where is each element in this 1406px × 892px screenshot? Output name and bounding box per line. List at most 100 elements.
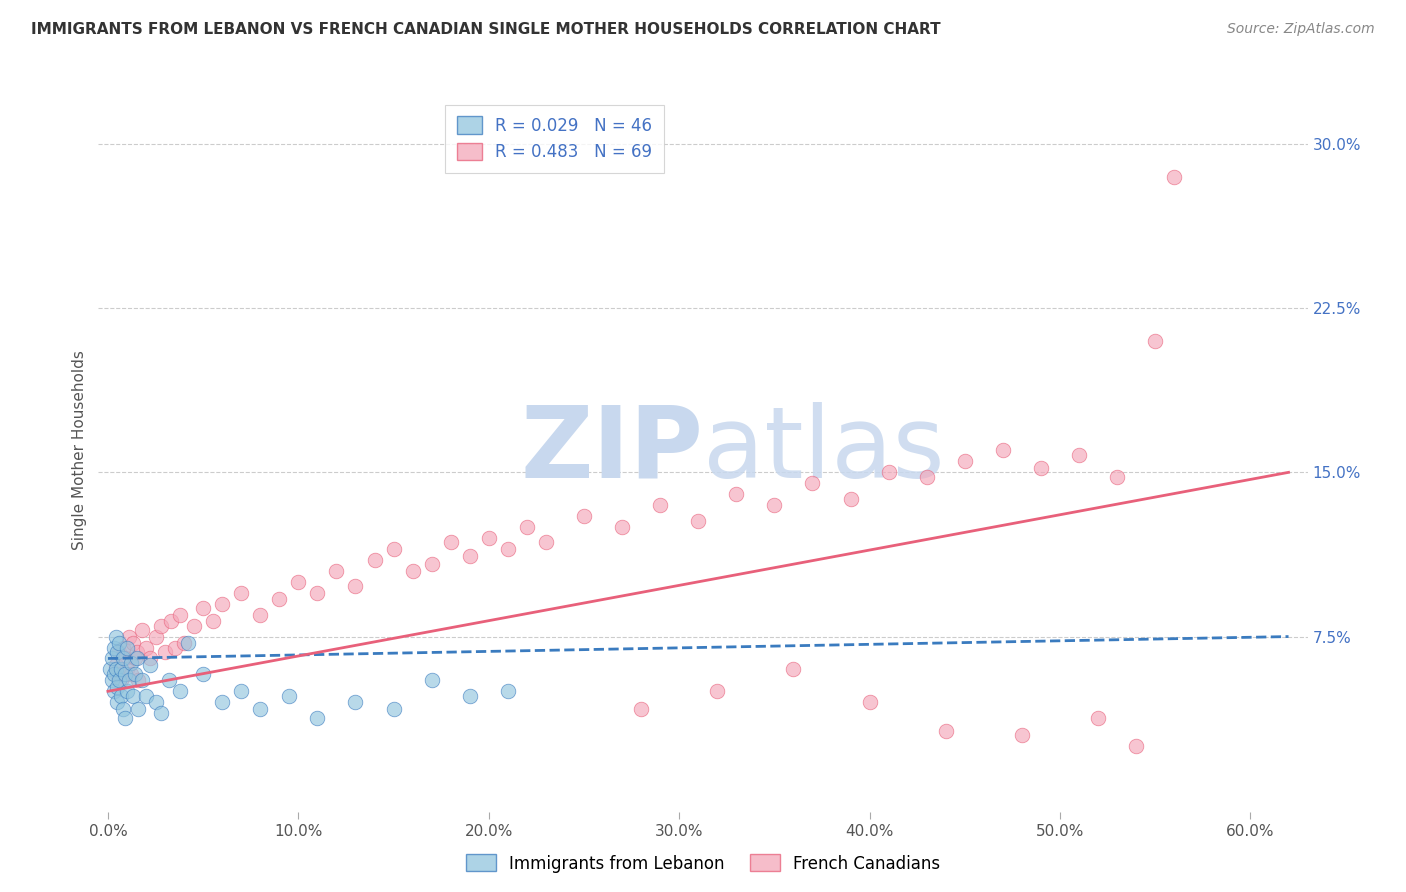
Point [183,618,205,632]
Point [118,630,141,644]
Point [401,564,423,578]
Point [150,618,173,632]
Point [382,702,405,716]
Point [630,702,652,716]
Point [112,702,135,716]
Point [145,695,167,709]
Point [572,509,595,524]
Point [107,666,129,681]
Point [211,695,233,709]
Point [277,689,299,703]
Point [725,487,748,501]
Point [688,514,710,528]
Y-axis label: Single Mother Households: Single Mother Households [72,351,87,550]
Point [1107,469,1129,483]
Point [131,623,153,637]
Point [107,645,129,659]
Point [249,607,271,622]
Point [135,689,157,703]
Point [420,673,443,688]
Point [124,666,146,681]
Point [177,636,200,650]
Point [191,666,214,681]
Point [145,630,167,644]
Point [211,597,233,611]
Point [953,454,976,468]
Point [610,520,633,534]
Point [496,541,519,556]
Point [107,695,129,709]
Point [103,684,125,698]
Point [110,673,132,688]
Point [991,443,1014,458]
Point [782,662,804,676]
Point [103,666,125,681]
Point [650,498,672,512]
Point [1144,334,1167,348]
Point [120,656,142,670]
Point [139,651,162,665]
Point [191,601,214,615]
Point [139,658,162,673]
Point [706,684,728,698]
Point [173,636,195,650]
Point [104,658,127,673]
Point [115,662,138,676]
Legend: Immigrants from Lebanon, French Canadians: Immigrants from Lebanon, French Canadian… [460,847,946,880]
Text: IMMIGRANTS FROM LEBANON VS FRENCH CANADIAN SINGLE MOTHER HOUSEHOLDS CORRELATION : IMMIGRANTS FROM LEBANON VS FRENCH CANADI… [31,22,941,37]
Point [100,651,122,665]
Point [231,586,253,600]
Point [1067,448,1090,462]
Point [159,614,181,628]
Point [124,651,146,665]
Point [420,558,443,572]
Point [107,680,129,694]
Point [120,666,142,681]
Point [440,535,463,549]
Point [478,531,501,545]
Point [269,592,291,607]
Point [169,684,191,698]
Point [114,666,136,681]
Point [163,640,186,655]
Point [287,574,309,589]
Point [458,689,481,703]
Point [496,684,519,698]
Point [110,689,132,703]
Point [125,645,148,659]
Text: ZIP: ZIP [520,402,703,499]
Point [150,706,173,721]
Point [516,520,538,534]
Point [108,645,131,659]
Point [201,614,224,628]
Point [104,662,127,676]
Point [157,673,180,688]
Point [153,645,176,659]
Legend: R = 0.029   N = 46, R = 0.483   N = 69: R = 0.029 N = 46, R = 0.483 N = 69 [446,104,664,173]
Point [249,702,271,716]
Point [915,469,938,483]
Point [1087,710,1109,724]
Point [108,673,131,688]
Point [112,651,135,665]
Point [1163,169,1185,184]
Point [114,651,136,665]
Point [344,695,367,709]
Point [115,684,138,698]
Point [169,607,191,622]
Point [307,586,329,600]
Text: atlas: atlas [703,402,945,499]
Point [121,689,143,703]
Point [110,662,132,676]
Point [135,640,157,655]
Point [98,662,121,676]
Point [121,636,143,650]
Point [325,564,347,578]
Point [307,710,329,724]
Point [859,695,882,709]
Point [1029,461,1052,475]
Point [763,498,786,512]
Point [1011,728,1033,742]
Point [231,684,253,698]
Point [118,673,141,688]
